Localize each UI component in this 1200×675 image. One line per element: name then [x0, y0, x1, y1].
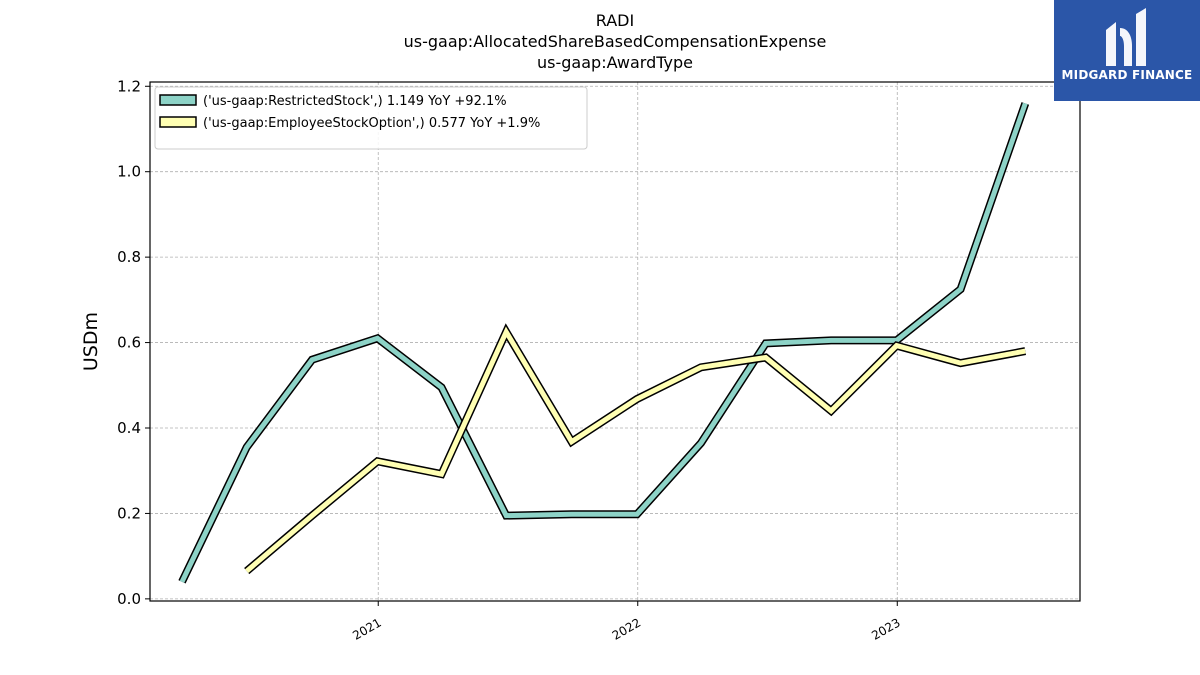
x-tick-label: 2021 — [350, 615, 383, 642]
series-1-line — [179, 102, 1028, 583]
chart-title-line-3: us-gaap:AwardType — [537, 53, 693, 72]
series-lines — [178, 102, 1030, 584]
logo-text: MIDGARD FINANCE — [1061, 68, 1193, 82]
y-tick-label: 1.0 — [117, 163, 141, 181]
chart-title-line-1: RADI — [595, 11, 635, 30]
legend-swatch-1 — [159, 94, 197, 106]
x-tick-label: 2023 — [869, 615, 902, 642]
y-tick-label: 1.2 — [117, 77, 141, 95]
plot-frame — [149, 81, 1081, 602]
x-tick-label: 2022 — [610, 615, 643, 642]
series-2-outline — [244, 323, 1027, 575]
midgard-finance-logo: MIDGARD FINANCE — [1054, 0, 1200, 101]
legend: ('us-gaap:RestrictedStock',) 1.149 YoY +… — [154, 86, 588, 150]
legend-label-1: ('us-gaap:RestrictedStock',) 1.149 YoY +… — [203, 94, 507, 109]
y-axis-label: USDm — [80, 312, 102, 371]
y-tick-label: 0.4 — [117, 419, 141, 437]
series-2-line — [245, 326, 1026, 574]
axes: 0.0 0.2 0.4 0.6 0.8 1.0 1.2 2021 2022 2023 USDm — [80, 77, 903, 643]
y-tick-label: 0.0 — [117, 590, 141, 608]
legend-box — [154, 86, 588, 150]
midgard-logo-icon — [1106, 8, 1146, 66]
grid-lines — [150, 82, 1080, 601]
legend-label-2: ('us-gaap:EmployeeStockOption',) 0.577 Y… — [203, 116, 540, 131]
y-tick-label: 0.6 — [117, 334, 141, 352]
y-tick-label: 0.8 — [117, 248, 141, 266]
series-1 — [178, 102, 1030, 584]
series-2 — [244, 323, 1027, 575]
chart-title-line-2: us-gaap:AllocatedShareBasedCompensationE… — [403, 32, 827, 51]
legend-swatch-2 — [159, 116, 197, 128]
y-tick-label: 0.2 — [117, 504, 141, 522]
